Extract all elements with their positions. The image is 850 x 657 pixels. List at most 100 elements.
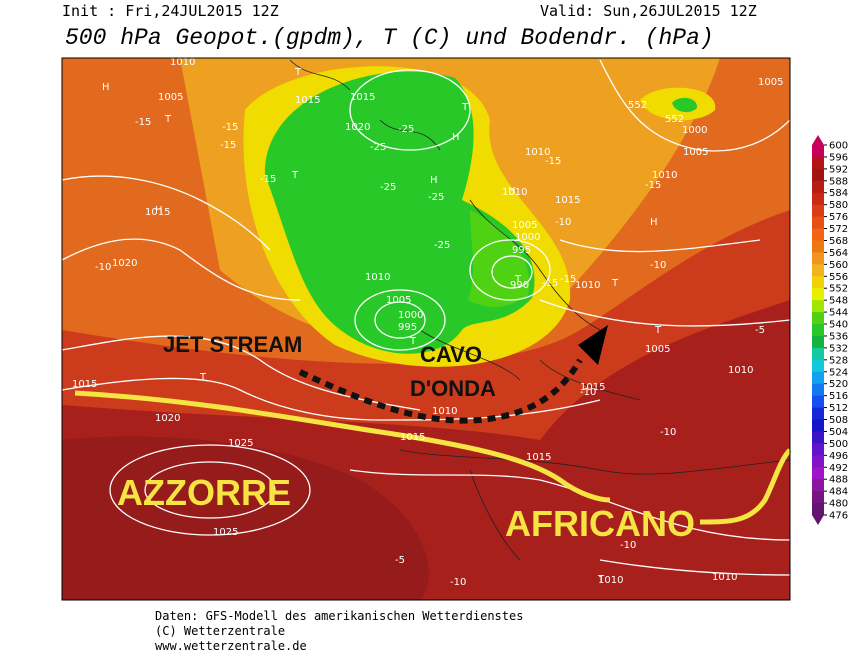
map-label: -25 <box>380 182 396 193</box>
colorbar-cell <box>812 156 824 170</box>
map-label: 1010 <box>432 406 457 417</box>
map-label: 1015 <box>555 195 580 206</box>
colorbar-cell <box>812 467 824 480</box>
colorbar-cell <box>812 407 824 421</box>
colorbar-cell <box>812 252 824 265</box>
colorbar-cell <box>812 479 824 492</box>
colorbar-label: 484 <box>829 487 848 498</box>
map-label: 1015 <box>145 207 170 218</box>
colorbar-cell <box>812 216 824 230</box>
map-label: 995 <box>512 245 531 256</box>
colorbar-label: 584 <box>829 188 848 199</box>
colorbar-label: 532 <box>829 343 848 354</box>
map-label: -15 <box>222 122 238 133</box>
map-label: -15 <box>545 156 561 167</box>
colorbar-label: 520 <box>829 379 848 390</box>
map-label: -10 <box>555 217 571 228</box>
map-title: 500 hPa Geopot.(gpdm), T (C) und Bodendr… <box>65 25 714 51</box>
colorbar-label: 556 <box>829 272 848 283</box>
colorbar-label: 580 <box>829 200 848 211</box>
map-label: 1005 <box>758 77 783 88</box>
map-label: T <box>514 274 522 285</box>
colorbar-cell <box>812 383 824 397</box>
colorbar-cell <box>812 371 824 385</box>
map-label: 1010 <box>712 572 737 583</box>
map-label: 1010 <box>728 365 753 376</box>
colorbar-cell <box>812 240 824 253</box>
colorbar-label: 512 <box>829 403 848 414</box>
map-label: -15 <box>645 180 661 191</box>
map-label: 552 <box>628 100 647 111</box>
map-label: 1025 <box>228 438 253 449</box>
map-label: -10 <box>660 427 676 438</box>
jet-stream-label: JET STREAM <box>163 332 302 357</box>
map-label: -10 <box>650 260 666 271</box>
colorbar-cell <box>812 324 824 337</box>
colorbar-label: 500 <box>829 439 848 450</box>
colorbar-label: 488 <box>829 475 848 486</box>
map-label: T <box>461 102 469 113</box>
map-label: 1010 <box>170 57 195 68</box>
colorbar-cell <box>812 204 824 218</box>
colorbar-cell <box>812 192 824 206</box>
azzorre-label: AZZORRE <box>117 472 291 513</box>
colorbar-cell <box>812 228 824 241</box>
africano-label: AFRICANO <box>505 503 695 544</box>
colorbar-cell <box>812 503 824 516</box>
valid-time: Valid: Sun,26JUL2015 12Z <box>540 2 757 20</box>
colorbar-cell <box>812 443 824 456</box>
footer-line: www.wetterzentrale.de <box>155 639 307 653</box>
colorbar-end <box>812 515 824 525</box>
map-label: T <box>597 574 605 585</box>
map-label: 990 <box>510 280 529 291</box>
colorbar-cell <box>812 180 824 194</box>
map-label: T <box>291 170 299 181</box>
map-label: 1015 <box>400 432 425 443</box>
map-label: T <box>409 336 417 347</box>
map-label: 1015 <box>72 379 97 390</box>
colorbar-cell <box>812 359 824 373</box>
map-label: -10 <box>620 540 636 551</box>
colorbar-cell <box>812 276 824 289</box>
colorbar-label: 552 <box>829 284 848 295</box>
map-label: -25 <box>398 124 414 135</box>
map-label: 1010 <box>598 575 623 586</box>
map-label: -15 <box>542 278 558 289</box>
colorbar-label: 564 <box>829 248 848 259</box>
colorbar-label: 548 <box>829 296 848 307</box>
map-label: -15 <box>135 117 151 128</box>
map-label: -5 <box>395 555 405 566</box>
map-label: H <box>102 82 110 93</box>
map-label: H <box>430 175 438 186</box>
colorbar-cell <box>812 288 824 301</box>
map-label: 1005 <box>512 220 537 231</box>
colorbar-label: 492 <box>829 463 848 474</box>
footer-line: (C) Wetterzentrale <box>155 624 285 638</box>
colorbar-label: 524 <box>829 367 848 378</box>
map-label: 1020 <box>155 413 180 424</box>
colorbar-cell <box>812 419 824 432</box>
map-field <box>61 58 791 600</box>
map-label: -10 <box>580 387 596 398</box>
colorbar-cell <box>812 335 824 349</box>
map-label: 1005 <box>386 295 411 306</box>
map-label: T <box>654 325 662 336</box>
map-label: -10 <box>95 262 111 273</box>
colorbar-cell <box>812 168 824 182</box>
map-label: -15 <box>220 140 236 151</box>
map-label: T <box>164 114 172 125</box>
map-label: 1005 <box>158 92 183 103</box>
colorbar-label: 600 <box>829 141 848 152</box>
map-label: H <box>452 132 460 143</box>
map-label: T <box>199 372 207 383</box>
map-label: -5 <box>755 325 765 336</box>
colorbar-label: 540 <box>829 320 848 331</box>
map-label: T <box>294 67 302 78</box>
colorbar-label: 536 <box>829 331 848 342</box>
colorbar-label: 496 <box>829 451 848 462</box>
init-time: Init : Fri,24JUL2015 12Z <box>62 2 279 20</box>
map-label: 1010 <box>652 170 677 181</box>
colorbar-cell <box>812 145 824 158</box>
map-label: 552 <box>665 114 684 125</box>
map-label: -25 <box>434 240 450 251</box>
